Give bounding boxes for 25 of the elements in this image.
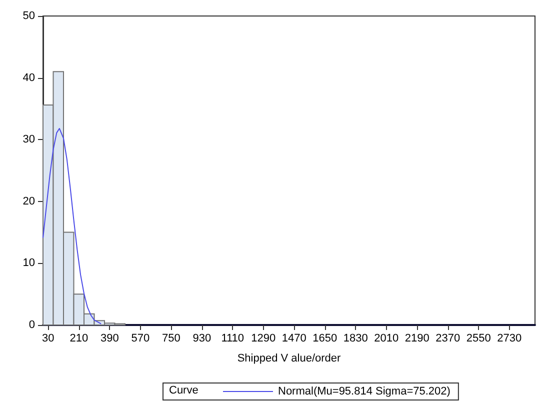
x-tick-label: 750 [162, 332, 180, 344]
x-tick-label: 930 [192, 332, 212, 344]
x-tick-label: 570 [131, 332, 150, 344]
legend-label: Normal(Mu=95.814 Sigma=75.202) [278, 386, 450, 398]
y-tick-label: 50 [22, 10, 35, 22]
x-tick-label: 1650 [312, 332, 338, 344]
x-tick-label: 2190 [404, 332, 430, 344]
y-tick-label: 40 [22, 72, 35, 84]
y-tick-label: 10 [22, 257, 35, 270]
x-tick-label: 1110 [221, 332, 244, 344]
x-tick-label: 2370 [436, 332, 460, 344]
y-tick-label: 20 [22, 195, 35, 208]
x-tick-label: 1830 [343, 332, 368, 344]
x-tick-label: 1470 [282, 332, 306, 344]
x-tick-label: 390 [100, 332, 119, 344]
x-tick-label: 1290 [251, 332, 276, 344]
x-tick-label: 2730 [497, 332, 522, 344]
x-axis-title: Shipped V alue/order [237, 352, 342, 364]
x-tick-label: 2550 [466, 332, 491, 344]
x-tick-label: 30 [42, 332, 54, 344]
y-tick-label: 0 [28, 319, 35, 331]
legend-title: Curve [169, 384, 198, 396]
x-tick-label: 2010 [374, 332, 399, 344]
x-tick-label: 210 [70, 332, 88, 344]
y-tick-label: 30 [22, 134, 35, 146]
